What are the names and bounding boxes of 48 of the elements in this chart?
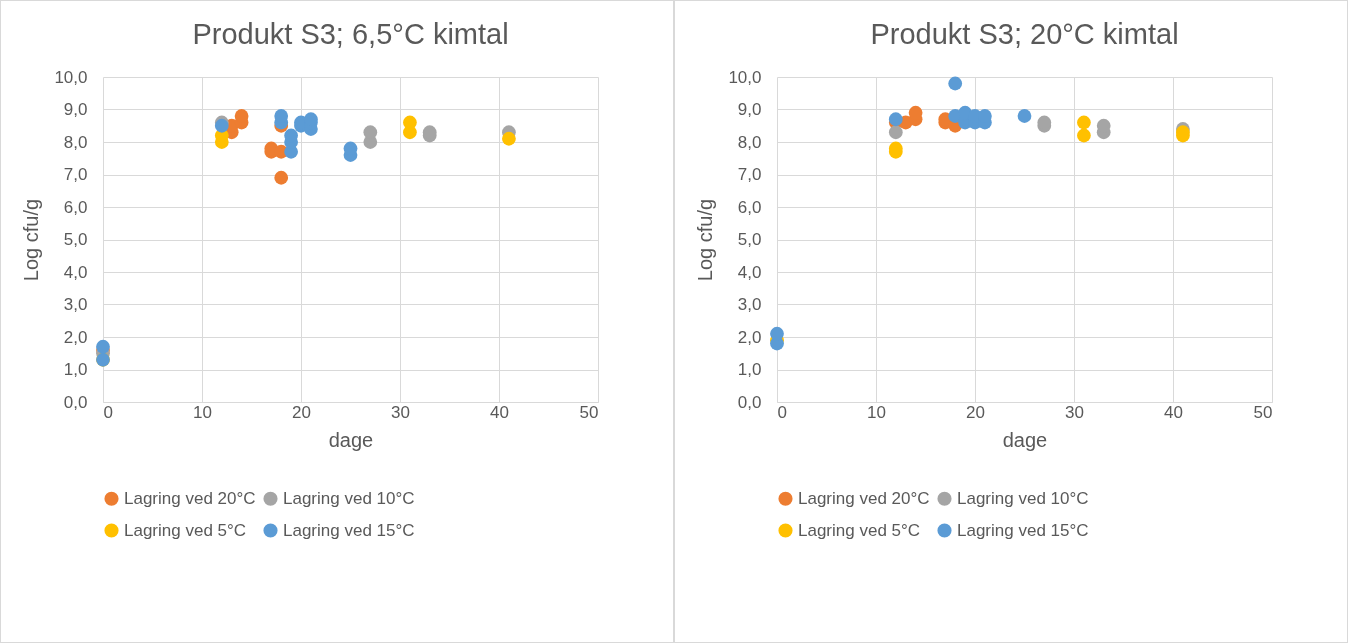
y-tick-label: 4,0 (63, 262, 88, 282)
y-tick-label: 8,0 (737, 132, 762, 152)
x-tick-label: 30 (1065, 402, 1084, 422)
y-tick-label: 0,0 (63, 392, 88, 412)
y-tick-label: 3,0 (63, 295, 88, 314)
legend-label: Lagring ved 15°C (957, 520, 1089, 540)
y-tick-label: 0,0 (737, 392, 762, 412)
x-tick-label: 20 (292, 402, 311, 422)
y-tick-label: 9,0 (63, 100, 88, 119)
x-tick-label: 10 (193, 402, 212, 422)
x-tick-label: 20 (966, 402, 985, 422)
y-tick-label: 10,0 (54, 67, 88, 87)
y-tick-label: 6,0 (63, 197, 88, 217)
y-tick-label: 6,0 (737, 197, 762, 217)
y-axis-title: Log cfu/g (20, 198, 43, 282)
x-tick-label: 50 (579, 402, 599, 422)
legend-label: Lagring ved 10°C (283, 488, 415, 508)
x-tick-label: 10 (867, 402, 886, 422)
y-tick-label: 4,0 (737, 262, 762, 282)
y-tick-label: 10,0 (728, 67, 762, 87)
y-tick-label: 9,0 (737, 100, 762, 119)
legend-label: Lagring ved 20°C (798, 488, 930, 508)
y-tick-label: 1,0 (737, 360, 762, 379)
legend-label: Lagring ved 15°C (283, 520, 415, 540)
x-tick-label: 50 (1253, 402, 1273, 422)
y-tick-label: 5,0 (63, 230, 88, 249)
x-tick-label: 0 (103, 402, 113, 422)
chart-title: Produkt S3; 20°C kimtal (870, 18, 1179, 50)
y-tick-label: 2,0 (63, 327, 88, 347)
x-tick-label: 30 (391, 402, 410, 422)
legend-label: Lagring ved 5°C (124, 520, 247, 540)
y-tick-label: 2,0 (737, 327, 762, 347)
y-tick-label: 5,0 (737, 230, 762, 249)
y-tick-label: 7,0 (737, 165, 762, 184)
y-axis-title: Log cfu/g (694, 198, 717, 282)
x-axis-title: dage (328, 428, 374, 451)
y-tick-label: 1,0 (63, 360, 88, 379)
legend-label: Lagring ved 5°C (798, 520, 921, 540)
y-tick-label: 3,0 (737, 295, 762, 314)
x-tick-label: 40 (490, 402, 509, 422)
x-axis-title: dage (1002, 428, 1048, 451)
y-tick-label: 8,0 (63, 132, 88, 152)
legend-label: Lagring ved 20°C (124, 488, 256, 508)
x-tick-label: 40 (1164, 402, 1183, 422)
chart-title: Produkt S3; 6,5°C kimtal (192, 18, 509, 50)
legend-label: Lagring ved 10°C (957, 488, 1089, 508)
y-tick-label: 7,0 (63, 165, 88, 184)
x-tick-label: 0 (777, 402, 787, 422)
